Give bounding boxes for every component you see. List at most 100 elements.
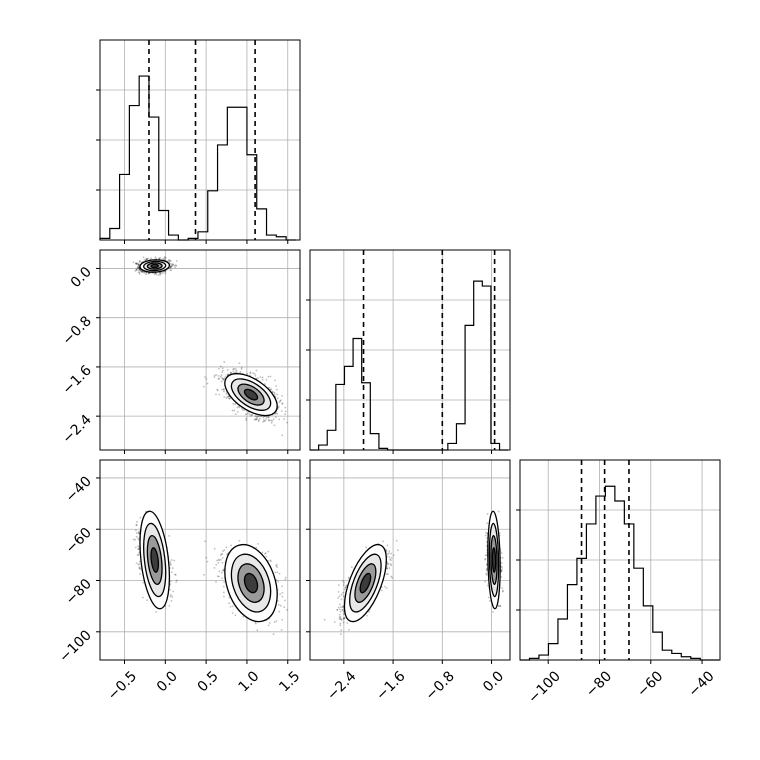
sample-point (145, 272, 147, 274)
sample-point (245, 419, 248, 421)
sample-point (218, 377, 221, 380)
sample-point (138, 268, 141, 271)
sample-point (153, 273, 156, 276)
sample-point (155, 273, 158, 276)
sample-point (147, 257, 150, 260)
sample-point (222, 378, 225, 381)
scatter-panel-2-0: −0.5 0.0 0.5 1.0 1.5−100−80−60−40 (56, 459, 303, 704)
sample-point (137, 262, 140, 265)
sample-point (221, 369, 224, 372)
sample-point (213, 376, 216, 379)
sample-point (218, 570, 221, 573)
sample-point (240, 366, 243, 369)
sample-point (137, 545, 139, 547)
sample-point (232, 370, 235, 373)
sample-point (271, 391, 274, 394)
sample-point (139, 567, 142, 570)
sample-point (262, 419, 265, 422)
sample-point (243, 409, 246, 411)
sample-point (228, 397, 231, 400)
sample-point (273, 379, 276, 382)
sample-point (284, 410, 287, 413)
sample-point (216, 388, 219, 391)
panel-content (132, 510, 288, 635)
histogram-step (310, 280, 509, 451)
sample-point (223, 549, 226, 552)
sample-point (221, 377, 224, 380)
sample-point (170, 559, 173, 561)
sample-point (221, 557, 224, 559)
sample-point (232, 368, 235, 370)
sample-point (159, 256, 162, 259)
sample-point (206, 560, 209, 563)
sample-point (225, 397, 228, 399)
sample-point (273, 621, 276, 623)
sample-point (138, 560, 141, 563)
x-tick-label: 1.5 (276, 668, 303, 695)
sample-point (137, 563, 140, 566)
sample-point (267, 418, 270, 421)
sample-point (163, 258, 166, 261)
sample-point (164, 270, 167, 273)
sample-point (281, 591, 284, 594)
sample-point (168, 258, 171, 261)
sample-point (175, 579, 178, 582)
sample-point (169, 259, 172, 262)
sample-point (204, 540, 206, 543)
sample-point (219, 365, 222, 368)
sample-point (174, 573, 176, 576)
sample-point (137, 531, 140, 534)
y-tick-label: −60 (63, 525, 95, 557)
sample-point (220, 374, 223, 376)
sample-point (223, 377, 226, 380)
sample-point (169, 583, 172, 586)
sample-point (278, 418, 281, 421)
sample-point (222, 569, 225, 572)
sample-point (163, 257, 166, 260)
sample-point (221, 561, 224, 564)
y-tick-label: −80 (63, 576, 95, 608)
sample-point (236, 411, 239, 413)
sample-point (269, 388, 272, 391)
sample-point (169, 594, 172, 596)
sample-point (172, 590, 174, 593)
sample-point (138, 268, 141, 271)
sample-point (168, 604, 171, 607)
sample-point (265, 417, 268, 420)
sample-point (272, 633, 275, 635)
sample-point (138, 566, 141, 569)
sample-point (138, 260, 141, 262)
panel-content (132, 256, 288, 437)
sample-point (267, 624, 270, 627)
x-tick-label: −80 (583, 668, 615, 700)
sample-point (226, 368, 229, 371)
sample-point (235, 369, 238, 372)
sample-point (138, 566, 141, 568)
sample-point (172, 263, 174, 266)
sample-point (169, 588, 171, 591)
sample-point (159, 272, 162, 274)
sample-point (169, 595, 172, 598)
sample-point (136, 262, 138, 265)
sample-point (216, 389, 219, 392)
sample-point (154, 256, 157, 259)
sample-point (230, 544, 233, 547)
sample-point (136, 521, 138, 523)
sample-point (218, 367, 220, 370)
sample-point (273, 391, 276, 394)
sample-point (253, 373, 256, 375)
sample-point (275, 388, 278, 391)
x-tick-label: −0.5 (105, 668, 140, 703)
sample-point (169, 269, 172, 272)
sample-point (141, 596, 144, 599)
sample-point (223, 595, 225, 598)
sample-point (136, 554, 139, 557)
sample-point (274, 413, 276, 415)
sample-point (281, 434, 284, 437)
sample-point (215, 580, 217, 583)
sample-point (278, 401, 281, 403)
sample-point (261, 378, 264, 381)
sample-point (231, 409, 234, 412)
sample-point (227, 395, 230, 398)
sample-point (223, 396, 226, 398)
